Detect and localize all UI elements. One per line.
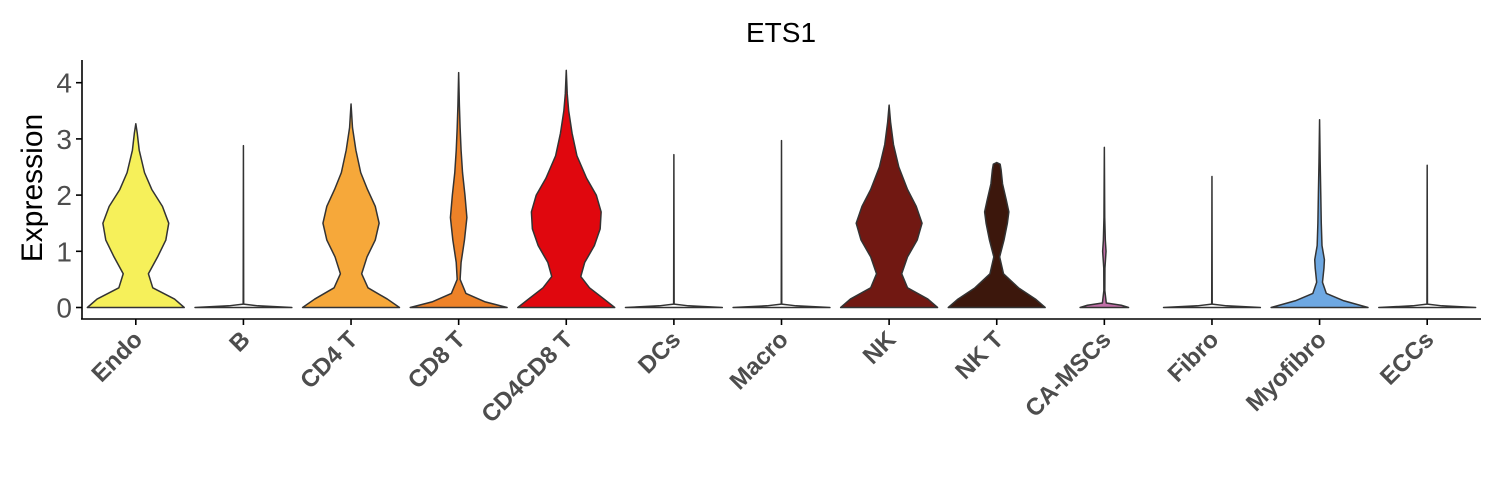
y-tick-label: 1 [56,236,72,267]
x-tick-label: DCs [633,326,686,379]
violin-ca-mscs [1079,146,1130,309]
x-tick-label: CD8 T [403,326,471,394]
chart-title: ETS1 [746,17,816,48]
y-tick-label: 0 [56,293,72,324]
y-tick-label: 4 [56,68,72,99]
x-tick-label: ECCs [1375,326,1439,390]
violin-cd8-t [409,71,508,309]
x-tick-label: CD4CD8 T [476,326,578,428]
violin-myofibro [1270,119,1369,309]
x-tick-label: B [224,326,255,357]
violin-macro [732,139,831,309]
violin-dcs [624,153,724,309]
x-tick-label: NK T [950,326,1009,385]
x-tick-label: Macro [725,326,794,395]
x-axis-ticks: Endo B CD4 T CD8 T CD4CD8 T DCs Macro NK NK T CA-… [87,319,1439,428]
violin-eccs [1378,164,1477,309]
y-tick-label: 3 [56,124,72,155]
y-axis-ticks: 0 1 2 3 4 [56,68,82,324]
violin-fibro [1162,175,1262,309]
violin-endo [86,122,185,309]
violin-series-group [86,69,1477,309]
violin-cd4-t [301,103,401,309]
violin-b [194,144,293,309]
violin-cd4cd8-t [517,69,616,309]
x-tick-label: Endo [87,326,149,388]
violin-nk [839,104,939,309]
x-tick-label: CD4 T [295,326,363,394]
x-tick-label: Fibro [1163,326,1225,388]
x-tick-label: Myofibro [1241,326,1332,417]
y-tick-label: 2 [56,180,72,211]
y-axis-label: Expression [16,114,49,262]
x-tick-label: NK [858,326,902,370]
violin-nk-t [947,161,1046,309]
x-tick-label: CA-MSCs [1020,326,1116,422]
